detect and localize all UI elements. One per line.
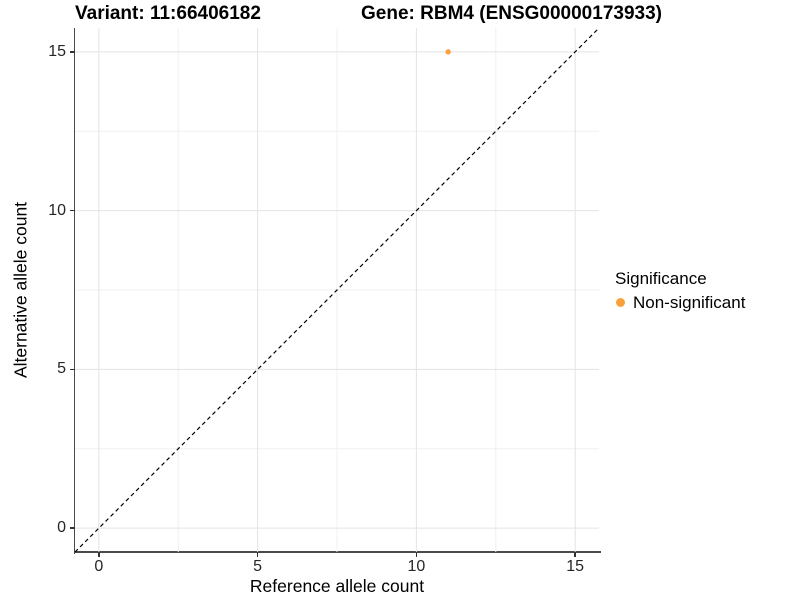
identity-reference-line [74,27,600,553]
plot-panel [74,27,600,553]
x-tick-label: 0 [94,558,104,575]
x-tick-mark [98,552,100,557]
data-point [445,49,451,55]
y-tick-label: 10 [48,201,66,219]
y-axis-line [73,28,76,554]
y-tick-label: 5 [57,360,66,378]
x-axis-line [73,551,601,553]
legend-point-swatch [616,298,625,307]
x-tick-mark [256,552,259,557]
variant-title: Variant: 11:66406182 [75,3,261,24]
y-tick-label: 0 [57,519,66,537]
legend-item: Non-significant [613,292,745,313]
x-tick-mark [415,552,418,557]
y-tick-mark [70,209,75,212]
legend-item-label: Non-significant [633,293,746,312]
x-tick-label: 15 [566,558,585,575]
y-tick-label: 15 [48,42,66,60]
y-tick-mark [70,368,75,371]
legend-title: Significance [615,269,707,288]
y-axis-title: Alternative allele count [10,201,31,379]
legend: Significance Non-significant [613,268,745,313]
x-tick-label: 5 [253,558,263,575]
gene-title: Gene: RBM4 (ENSG00000173933) [361,3,662,24]
x-tick-mark [574,552,576,557]
y-tick-mark [70,51,75,53]
x-tick-label: 10 [407,558,426,575]
y-tick-mark [70,527,75,529]
plot-canvas [74,27,600,553]
x-axis-title: Reference allele count [249,576,425,596]
